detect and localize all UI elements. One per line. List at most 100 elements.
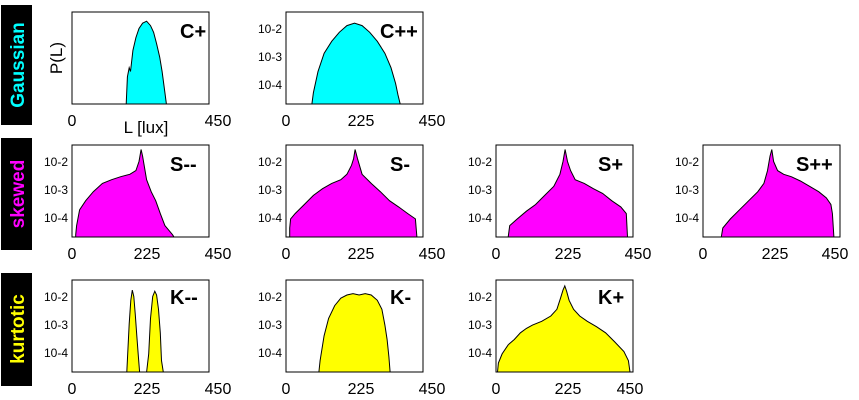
x-tick-label: 450 — [617, 381, 644, 398]
x-tick-label: 450 — [205, 246, 232, 263]
y-tick-labels: 10-2 10-3 10-4 — [44, 155, 68, 225]
panel-title: K-- — [170, 287, 198, 309]
x-axis-label: L [lux] — [124, 118, 169, 137]
y-axis-label: P(L) — [47, 42, 66, 74]
panel-title: S-- — [170, 154, 197, 176]
x-tick-label: 450 — [822, 246, 849, 263]
density-area — [311, 22, 401, 105]
panel-title: S++ — [796, 154, 833, 176]
x-tick-label: 450 — [205, 381, 232, 398]
x-tick-label: 0 — [492, 246, 501, 263]
panel-title: S+ — [598, 154, 623, 176]
row-label-skewed: skewed — [1, 138, 32, 250]
y-tick-labels: 10-2 10-3 10-4 — [44, 290, 68, 360]
panel-s-minus-minus: S-- 10-2 10-3 10-4 0 225 450 — [44, 144, 232, 263]
panel-c-plus-plus: C++ 10-2 10-3 10-4 0 225 450 — [258, 11, 446, 130]
plot-frame — [702, 144, 841, 238]
y-tick-labels: 10-2 10-3 10-4 — [468, 155, 492, 225]
plot-frame — [285, 11, 424, 105]
y-tick-labels: 10-2 10-3 10-4 — [258, 155, 282, 225]
density-area — [507, 149, 629, 238]
y-tick-label: 10-2 — [44, 155, 68, 169]
density-area — [318, 293, 391, 373]
x-tick-label: 0 — [699, 246, 708, 263]
x-tick-label: 0 — [282, 381, 291, 398]
y-tick-label: 10-4 — [675, 211, 699, 225]
x-tick-label: 0 — [68, 381, 77, 398]
row-label-kurtotic-text: kurtotic — [8, 294, 29, 364]
panel-k-plus: K+ 10-2 10-3 10-4 0 225 450 — [468, 279, 644, 398]
plot-frame — [495, 279, 634, 373]
y-tick-label: 10-3 — [258, 183, 282, 197]
panel-title: C++ — [380, 21, 418, 43]
x-tick-label: 450 — [205, 113, 232, 130]
x-tick-label: 450 — [419, 381, 446, 398]
y-tick-label: 10-2 — [258, 290, 282, 304]
y-tick-label: 10-4 — [258, 78, 282, 92]
x-tick-label: 450 — [625, 246, 652, 263]
x-tick-label: 225 — [134, 246, 161, 263]
plot-frame — [285, 279, 424, 373]
y-tick-label: 10-2 — [675, 155, 699, 169]
plot-frame — [71, 279, 210, 373]
panel-s-minus: S- 10-2 10-3 10-4 0 225 450 — [258, 144, 446, 263]
y-tick-label: 10-2 — [468, 155, 492, 169]
y-tick-label: 10-2 — [44, 290, 68, 304]
x-tick-label: 0 — [68, 246, 77, 263]
y-tick-label: 10-4 — [258, 346, 282, 360]
plot-frame — [71, 11, 210, 105]
x-tick-label: 0 — [282, 113, 291, 130]
x-tick-label: 450 — [419, 113, 446, 130]
x-tick-label: 225 — [762, 246, 789, 263]
panel-c-plus: C+ P(L) 0 450 L [lux] — [47, 11, 232, 137]
x-tick-label: 0 — [68, 113, 77, 130]
row-label-kurtotic: kurtotic — [1, 273, 32, 386]
plot-frame — [71, 144, 210, 238]
y-tick-label: 10-4 — [258, 211, 282, 225]
plot-frame — [285, 144, 424, 238]
panel-s-plus-plus: S++ 10-2 10-3 10-4 0 225 450 — [675, 144, 849, 263]
panel-title: K- — [390, 287, 411, 309]
density-area — [75, 149, 175, 238]
y-tick-label: 10-3 — [44, 183, 68, 197]
density-area — [720, 149, 835, 238]
row-label-gaussian-text: Gaussian — [8, 22, 29, 108]
y-tick-label: 10-4 — [468, 211, 492, 225]
density-area — [289, 149, 418, 238]
row-label-gaussian: Gaussian — [1, 5, 32, 125]
x-tick-label: 0 — [282, 246, 291, 263]
y-tick-label: 10-3 — [44, 318, 68, 332]
y-tick-labels: 10-2 10-3 10-4 — [675, 155, 699, 225]
panel-k-minus: K- 10-2 10-3 10-4 0 225 450 — [258, 279, 446, 398]
x-tick-label: 225 — [555, 381, 582, 398]
plot-frame — [495, 144, 634, 238]
y-tick-label: 10-3 — [468, 183, 492, 197]
panel-k-minus-minus: K-- 10-2 10-3 10-4 0 225 450 — [44, 279, 232, 398]
panel-s-plus: S+ 10-2 10-3 10-4 0 225 450 — [468, 144, 652, 263]
y-tick-labels: 10-2 10-3 10-4 — [258, 22, 282, 92]
y-tick-labels: 10-2 10-3 10-4 — [468, 290, 492, 360]
panel-title: C+ — [180, 21, 206, 43]
y-tick-labels: 10-2 10-3 10-4 — [258, 290, 282, 360]
y-tick-label: 10-2 — [468, 290, 492, 304]
x-tick-label: 0 — [492, 381, 501, 398]
density-area — [125, 20, 167, 105]
x-tick-label: 225 — [134, 381, 161, 398]
panel-title: S- — [390, 154, 410, 176]
panel-title: K+ — [598, 287, 624, 309]
x-tick-label: 450 — [419, 246, 446, 263]
y-tick-label: 10-3 — [258, 318, 282, 332]
x-tick-label: 225 — [555, 246, 582, 263]
y-tick-label: 10-2 — [258, 155, 282, 169]
density-area — [126, 289, 164, 373]
x-tick-label: 225 — [348, 381, 375, 398]
y-tick-label: 10-3 — [258, 50, 282, 64]
x-tick-label: 225 — [348, 246, 375, 263]
y-tick-label: 10-4 — [44, 211, 68, 225]
density-area — [496, 284, 631, 373]
y-tick-label: 10-4 — [44, 346, 68, 360]
y-tick-label: 10-4 — [468, 346, 492, 360]
row-label-skewed-text: skewed — [8, 160, 29, 229]
x-tick-label: 225 — [348, 113, 375, 130]
